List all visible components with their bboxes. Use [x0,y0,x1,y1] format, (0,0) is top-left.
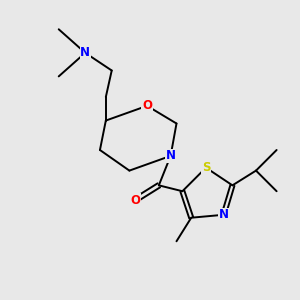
Text: N: N [219,208,229,221]
Text: O: O [142,99,152,112]
Text: N: N [166,149,176,162]
Text: N: N [80,46,90,59]
Text: S: S [202,161,210,174]
Text: O: O [130,194,140,207]
